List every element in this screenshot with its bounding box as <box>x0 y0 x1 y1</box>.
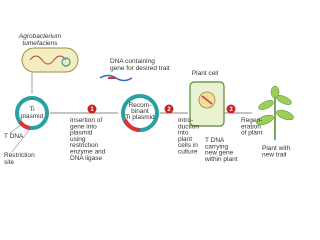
label: Ti <box>29 106 34 113</box>
label: Plant with <box>262 145 291 152</box>
label: site <box>4 159 15 166</box>
label: T DNA <box>4 133 24 140</box>
step-number: 2 <box>167 107 171 113</box>
label: within plant <box>204 156 238 163</box>
label: using <box>70 136 86 143</box>
label: Intro- <box>178 117 193 124</box>
label: Regen- <box>241 117 262 124</box>
background <box>0 0 320 180</box>
diagram: 1 2 3 AgrobacteriumtumefaciensTiplasmidT… <box>0 0 320 180</box>
label: into <box>178 130 189 137</box>
label: Restriction <box>4 152 35 159</box>
label: eration <box>241 123 261 130</box>
t-dna-segment <box>18 120 31 130</box>
label: Agrobacterium <box>18 33 62 40</box>
label: gene into <box>70 123 97 130</box>
label: plant <box>178 136 192 143</box>
label: DNA ligase <box>70 155 103 162</box>
inserted-gene <box>123 119 141 132</box>
label: cells in <box>178 142 198 149</box>
label: Ti plasmid <box>125 114 155 121</box>
t-dna-insert <box>201 95 213 105</box>
small-plasmid <box>61 57 71 67</box>
label: DNA containing <box>110 58 155 65</box>
label: Insertion of <box>70 117 102 124</box>
step-badge <box>164 104 174 114</box>
label: plasmid <box>70 130 93 137</box>
ti-plasmid <box>15 96 49 130</box>
label: plasmid <box>21 113 44 120</box>
label: carrying <box>205 143 229 150</box>
label: culture <box>178 149 198 156</box>
label: tumefaciens <box>22 40 58 47</box>
leaves <box>256 85 294 126</box>
label: new gene <box>205 150 234 157</box>
label: restriction <box>70 142 99 149</box>
label: T DNA <box>205 137 225 144</box>
chromosome <box>29 55 67 65</box>
step-badge <box>87 104 97 114</box>
label: duction <box>178 123 199 130</box>
pointer <box>11 128 31 153</box>
label: Recom- <box>129 102 152 109</box>
step-badge <box>226 104 236 114</box>
label: binant <box>131 108 149 115</box>
label: gene for desired trait <box>110 65 170 72</box>
step-number: 3 <box>229 107 233 113</box>
pointer <box>9 123 23 134</box>
step-number: 1 <box>90 107 94 113</box>
label: Plant cell <box>192 70 219 77</box>
label: new trait <box>262 151 287 158</box>
label: enzyme and <box>70 149 106 156</box>
label: of plant <box>241 130 263 137</box>
